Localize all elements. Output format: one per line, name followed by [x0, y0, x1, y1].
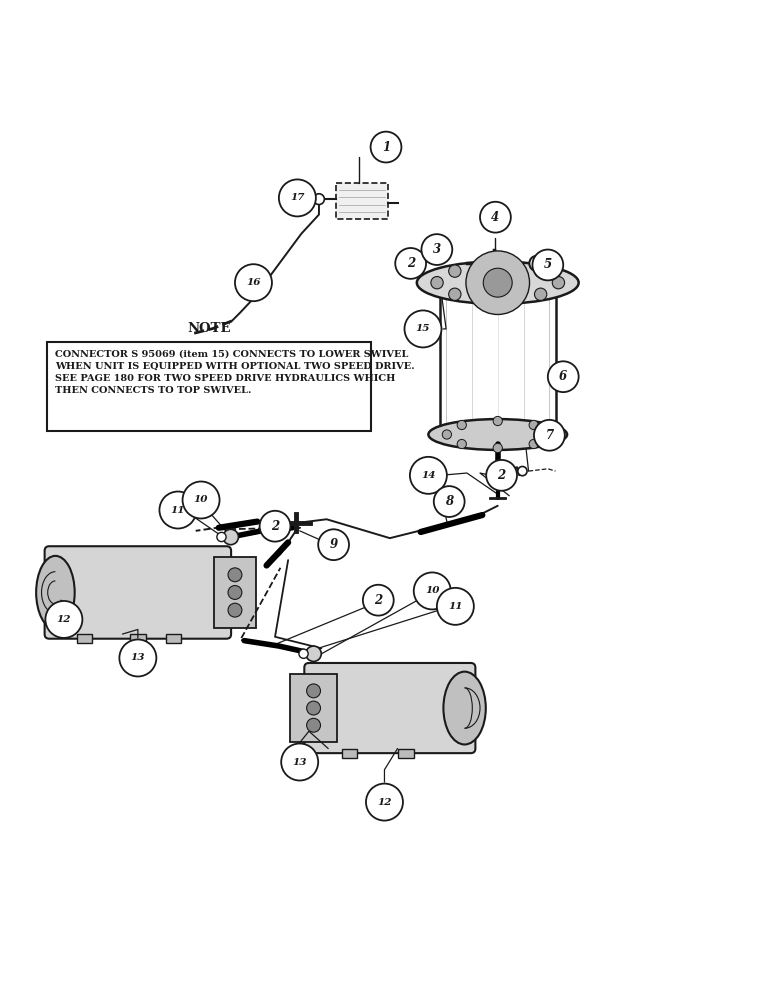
Circle shape	[442, 430, 452, 439]
FancyBboxPatch shape	[342, 749, 357, 758]
Text: 12: 12	[378, 798, 391, 807]
Circle shape	[552, 277, 564, 289]
Circle shape	[529, 420, 538, 430]
Circle shape	[493, 416, 503, 426]
Circle shape	[281, 744, 318, 781]
Circle shape	[306, 718, 320, 732]
Circle shape	[366, 784, 403, 821]
Circle shape	[493, 443, 503, 453]
Circle shape	[548, 361, 579, 392]
Circle shape	[217, 532, 226, 542]
Text: 4: 4	[491, 211, 499, 224]
FancyBboxPatch shape	[130, 634, 146, 643]
Text: 7: 7	[545, 429, 554, 442]
Text: 12: 12	[56, 615, 71, 624]
Circle shape	[533, 250, 564, 280]
Circle shape	[492, 260, 504, 272]
Text: 2: 2	[497, 469, 506, 482]
Circle shape	[120, 639, 157, 676]
Ellipse shape	[417, 261, 579, 304]
Circle shape	[228, 603, 242, 617]
Circle shape	[405, 310, 442, 347]
FancyBboxPatch shape	[47, 342, 371, 431]
FancyBboxPatch shape	[336, 183, 388, 219]
Circle shape	[431, 277, 443, 289]
Ellipse shape	[443, 672, 486, 744]
Circle shape	[228, 586, 242, 599]
Ellipse shape	[36, 556, 75, 629]
Circle shape	[518, 466, 527, 476]
Text: 13: 13	[130, 653, 145, 662]
FancyBboxPatch shape	[166, 634, 181, 643]
Circle shape	[160, 492, 196, 529]
Text: 5: 5	[543, 258, 552, 271]
Circle shape	[534, 265, 547, 277]
FancyBboxPatch shape	[214, 557, 256, 628]
Circle shape	[529, 439, 538, 449]
Circle shape	[449, 288, 461, 300]
Text: 3: 3	[433, 243, 441, 256]
Text: 17: 17	[290, 193, 305, 202]
Text: CONNECTOR S 95069 (item 15) CONNECTS TO LOWER SWIVEL
WHEN UNIT IS EQUIPPED WITH : CONNECTOR S 95069 (item 15) CONNECTS TO …	[55, 350, 415, 395]
Circle shape	[299, 649, 308, 658]
Circle shape	[371, 132, 401, 162]
Circle shape	[457, 420, 466, 430]
Circle shape	[530, 256, 545, 271]
Circle shape	[492, 293, 504, 305]
Circle shape	[46, 601, 83, 638]
Circle shape	[318, 529, 349, 560]
Text: 1: 1	[382, 141, 390, 154]
Circle shape	[259, 511, 290, 542]
Text: 10: 10	[194, 495, 208, 504]
Text: 2: 2	[271, 520, 279, 533]
Circle shape	[534, 288, 547, 300]
Circle shape	[306, 701, 320, 715]
Circle shape	[434, 486, 465, 517]
Text: 11: 11	[448, 602, 462, 611]
Text: 11: 11	[171, 506, 185, 515]
Circle shape	[363, 585, 394, 616]
Circle shape	[306, 646, 321, 661]
Circle shape	[410, 457, 447, 494]
Circle shape	[306, 684, 320, 698]
Ellipse shape	[428, 419, 567, 450]
Text: NOTE: NOTE	[187, 322, 231, 335]
Circle shape	[395, 248, 426, 279]
Text: 14: 14	[422, 471, 435, 480]
Text: 13: 13	[293, 758, 307, 767]
FancyBboxPatch shape	[304, 663, 476, 753]
Text: 9: 9	[330, 538, 337, 551]
Circle shape	[313, 194, 324, 205]
Circle shape	[223, 529, 239, 545]
Circle shape	[457, 439, 466, 449]
Text: 2: 2	[407, 257, 415, 270]
Circle shape	[228, 568, 242, 582]
Circle shape	[544, 430, 554, 439]
FancyBboxPatch shape	[45, 546, 231, 639]
Text: 2: 2	[374, 594, 382, 607]
Circle shape	[414, 572, 451, 609]
Text: 16: 16	[246, 278, 261, 287]
Circle shape	[466, 251, 530, 314]
Circle shape	[182, 482, 219, 518]
Text: 6: 6	[559, 370, 567, 383]
Text: 15: 15	[416, 324, 430, 333]
Circle shape	[235, 264, 272, 301]
Circle shape	[486, 460, 517, 491]
Circle shape	[483, 268, 512, 297]
Circle shape	[449, 265, 461, 277]
Text: 8: 8	[445, 495, 453, 508]
Text: 10: 10	[425, 586, 439, 595]
Circle shape	[480, 202, 511, 233]
FancyBboxPatch shape	[77, 634, 93, 643]
Circle shape	[422, 234, 452, 265]
FancyBboxPatch shape	[290, 674, 337, 742]
Circle shape	[437, 588, 474, 625]
Circle shape	[279, 179, 316, 216]
Circle shape	[534, 420, 565, 451]
FancyBboxPatch shape	[398, 749, 414, 758]
